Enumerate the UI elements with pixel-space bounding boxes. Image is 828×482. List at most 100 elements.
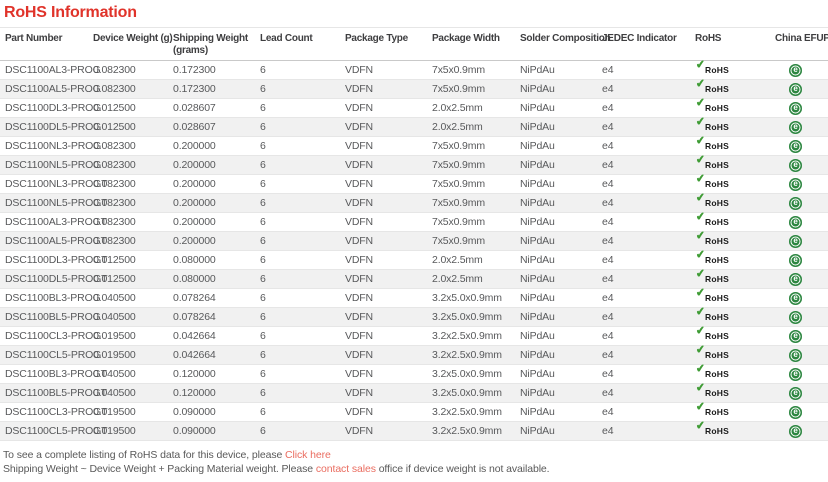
click-here-link[interactable]: Click here: [285, 449, 331, 461]
table-row: DSC1100NL3-PROG 0.082300 0.200000 6 VDFN…: [0, 134, 828, 156]
rohs-logo-icon: ✔ RoHS: [695, 134, 729, 152]
rohs-logo-icon: ✔ RoHS: [695, 400, 729, 418]
rohs-logo-icon: ✔ RoHS: [695, 305, 729, 323]
cell-solder-composition: NiPdAu: [520, 174, 602, 194]
cell-rohs: ✔ RoHS: [695, 153, 775, 175]
cell-package-width: 7x5x0.9mm: [432, 174, 520, 194]
cell-solder-composition: NiPdAu: [520, 288, 602, 308]
contact-sales-link[interactable]: contact sales: [315, 462, 376, 475]
cell-solder-composition: NiPdAu: [520, 250, 602, 270]
rohs-check-icon: ✔: [695, 96, 706, 110]
cell-package-width: 7x5x0.9mm: [432, 60, 520, 80]
rohs-logo-icon: ✔ RoHS: [695, 115, 729, 133]
cell-lead-count: 6: [260, 136, 345, 156]
cell-rohs: ✔ RoHS: [695, 420, 775, 441]
cell-device-weight: 0.019500: [93, 402, 173, 422]
cell-package-type: VDFN: [345, 383, 432, 403]
cell-jedec-indicator: e4: [602, 79, 695, 99]
rohs-table: Part Number Device Weight (g) Shipping W…: [0, 27, 828, 441]
rohs-logo-icon: ✔ RoHS: [695, 267, 729, 285]
cell-device-weight: 0.082300: [93, 174, 173, 194]
cell-china-efup: e: [775, 60, 828, 80]
rohs-check-icon: ✔: [695, 134, 706, 148]
rohs-check-icon: ✔: [695, 172, 706, 186]
col-header-solder-composition: Solder Composition: [520, 27, 611, 61]
col-header-jedec-indicator: JEDEC Indicator: [602, 27, 695, 61]
table-row: DSC1100AL3-PROGT 0.082300 0.200000 6 VDF…: [0, 210, 828, 232]
cell-lead-count: 6: [260, 288, 345, 308]
table-row: DSC1100CL3-PROG 0.019500 0.042664 6 VDFN…: [0, 325, 828, 346]
china-efup-icon: e: [789, 215, 802, 229]
table-row: DSC1100BL5-PROGT 0.040500 0.120000 6 VDF…: [0, 382, 828, 403]
rohs-check-icon: ✔: [695, 343, 706, 357]
col-header-rohs: RoHS: [695, 27, 775, 61]
cell-part-number: DSC1100AL3-PROGT: [0, 212, 107, 232]
china-efup-icon: e: [789, 253, 802, 267]
cell-jedec-indicator: e4: [602, 307, 695, 327]
cell-lead-count: 6: [260, 60, 345, 80]
table-row: DSC1100NL5-PROG 0.082300 0.200000 6 VDFN…: [0, 153, 828, 175]
cell-lead-count: 6: [260, 193, 345, 213]
cell-solder-composition: NiPdAu: [520, 98, 602, 118]
cell-china-efup: e: [775, 326, 828, 346]
table-row: DSC1100DL5-PROG 0.012500 0.028607 6 VDFN…: [0, 115, 828, 137]
rohs-logo-icon: ✔ RoHS: [695, 286, 729, 304]
cell-package-width: 7x5x0.9mm: [432, 193, 520, 213]
cell-package-width: 3.2x5.0x0.9mm: [432, 383, 520, 403]
cell-solder-composition: NiPdAu: [520, 307, 602, 327]
cell-shipping-weight: 0.090000: [173, 421, 260, 441]
cell-device-weight: 0.012500: [93, 98, 173, 118]
cell-part-number: DSC1100NL5-PROGT: [0, 193, 108, 213]
cell-shipping-weight: 0.200000: [173, 174, 260, 194]
cell-lead-count: 6: [260, 231, 345, 251]
table-row: DSC1100CL5-PROGT 0.019500 0.090000 6 VDF…: [0, 420, 828, 441]
cell-package-type: VDFN: [345, 326, 432, 346]
cell-rohs: ✔ RoHS: [695, 325, 775, 346]
cell-package-type: VDFN: [345, 250, 432, 270]
cell-china-efup: e: [775, 250, 828, 270]
col-header-device-weight: Device Weight (g): [93, 27, 173, 61]
col-header-shipping-weight: Shipping Weight (grams): [173, 27, 260, 61]
rohs-check-icon: ✔: [695, 153, 706, 167]
cell-solder-composition: NiPdAu: [520, 345, 602, 365]
cell-china-efup: e: [775, 212, 828, 232]
rohs-check-icon: ✔: [695, 286, 706, 300]
cell-jedec-indicator: e4: [602, 269, 695, 289]
cell-package-type: VDFN: [345, 421, 432, 441]
cell-solder-composition: NiPdAu: [520, 136, 602, 156]
cell-china-efup: e: [775, 364, 828, 384]
china-efup-icon: e: [789, 367, 802, 381]
cell-part-number: DSC1100NL3-PROGT: [0, 174, 108, 194]
cell-device-weight: 0.019500: [93, 345, 173, 365]
footer-line-1: To see a complete listing of RoHS data f…: [3, 449, 828, 463]
cell-lead-count: 6: [260, 383, 345, 403]
cell-device-weight: 0.082300: [93, 155, 173, 175]
page-title: RoHS Information: [4, 4, 137, 21]
cell-jedec-indicator: e4: [602, 402, 695, 422]
cell-rohs: ✔ RoHS: [695, 267, 775, 289]
rohs-check-icon: ✔: [695, 210, 706, 224]
table-header-row: Part Number Device Weight (g) Shipping W…: [0, 27, 828, 61]
cell-package-width: 7x5x0.9mm: [432, 155, 520, 175]
cell-part-number: DSC1100CL3-PROG: [0, 326, 101, 346]
footer-line-2: Shipping Weight ~ Device Weight + Packin…: [3, 463, 828, 477]
cell-package-width: 2.0x2.5mm: [432, 117, 520, 137]
cell-package-width: 3.2x2.5x0.9mm: [432, 421, 520, 441]
cell-jedec-indicator: e4: [602, 174, 695, 194]
cell-shipping-weight: 0.080000: [173, 250, 260, 270]
cell-jedec-indicator: e4: [602, 345, 695, 365]
table-row: DSC1100AL3-PROG 0.082300 0.172300 6 VDFN…: [0, 59, 828, 80]
cell-package-width: 7x5x0.9mm: [432, 79, 520, 99]
rohs-logo-icon: ✔ RoHS: [695, 229, 729, 247]
cell-package-type: VDFN: [345, 117, 432, 137]
table-row: DSC1100AL5-PROGT 0.082300 0.200000 6 VDF…: [0, 229, 828, 251]
cell-jedec-indicator: e4: [602, 383, 695, 403]
cell-package-type: VDFN: [345, 364, 432, 384]
china-efup-icon: e: [789, 310, 802, 324]
cell-package-width: 7x5x0.9mm: [432, 212, 520, 232]
cell-device-weight: 0.012500: [93, 269, 173, 289]
rohs-check-icon: ✔: [695, 362, 706, 376]
cell-device-weight: 0.082300: [93, 193, 173, 213]
rohs-check-icon: ✔: [695, 248, 706, 262]
